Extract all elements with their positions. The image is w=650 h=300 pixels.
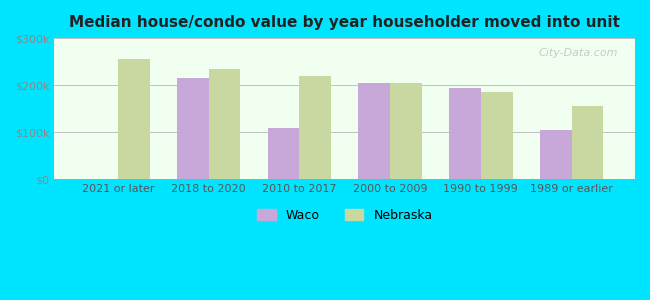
Bar: [300, 76, 331, 179]
Bar: [358, 83, 390, 179]
Bar: [390, 83, 422, 179]
Bar: [540, 130, 571, 179]
Bar: [481, 92, 513, 179]
Title: Median house/condo value by year householder moved into unit: Median house/condo value by year househo…: [70, 15, 620, 30]
Text: City-Data.com: City-Data.com: [538, 48, 617, 58]
Legend: Waco, Nebraska: Waco, Nebraska: [252, 204, 437, 227]
Bar: [449, 88, 481, 179]
Bar: [268, 128, 300, 179]
Bar: [118, 59, 150, 179]
Bar: [177, 78, 209, 179]
Bar: [209, 69, 240, 179]
Bar: [571, 106, 603, 179]
